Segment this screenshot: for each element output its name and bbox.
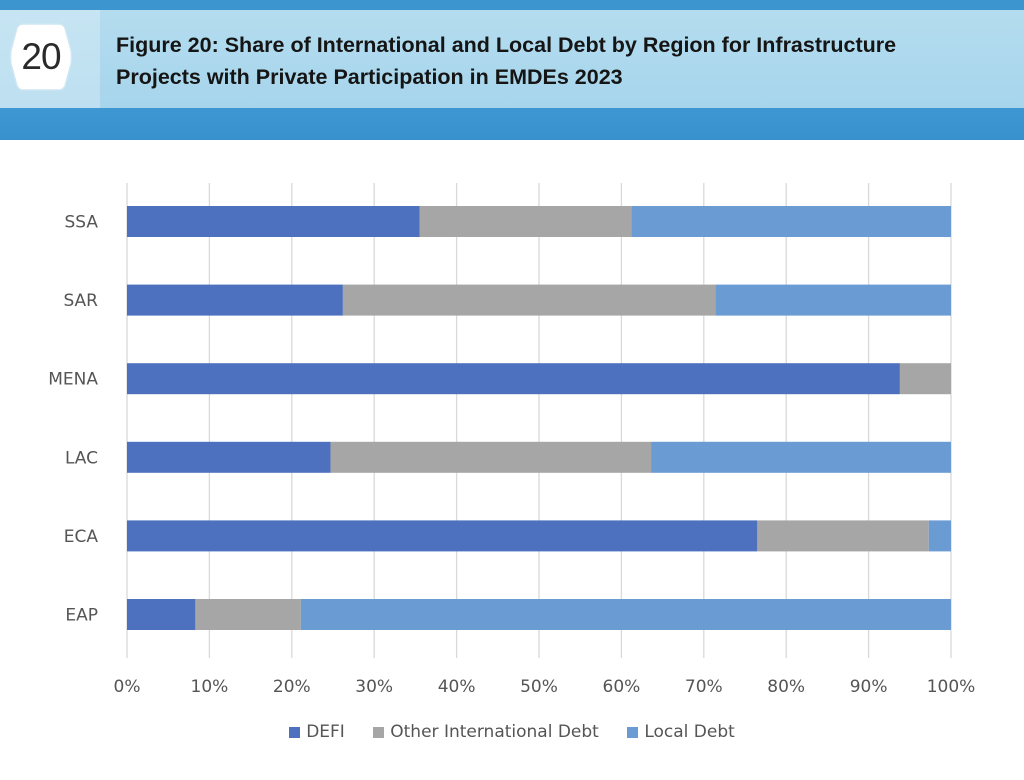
y-tick-label-eca: ECA bbox=[64, 527, 99, 547]
figure-title-line-1: Figure 20: Share of International and Lo… bbox=[116, 33, 897, 57]
y-axis-category-labels: SSA SAR MENA LAC ECA EAP bbox=[48, 213, 98, 626]
bar-eca-local-debt bbox=[928, 520, 951, 552]
x-tick-label-4: 40% bbox=[438, 677, 476, 697]
x-tick-label-10: 100% bbox=[927, 677, 976, 697]
x-tick-label-2: 20% bbox=[273, 677, 311, 697]
figure-number: 20 bbox=[21, 36, 61, 77]
legend-item-defi: DEFI bbox=[289, 722, 345, 742]
bar-eap-defi bbox=[127, 599, 196, 630]
x-axis-tick-labels: 0% 10% 20% 30% 40% 50% 60% 70% 80% 90% 100% bbox=[114, 677, 976, 697]
bar-mena-defi bbox=[127, 363, 900, 395]
figure-title: Figure 20: Share of International and Lo… bbox=[116, 29, 1006, 93]
bars bbox=[127, 206, 951, 630]
figure-title-line-2: Projects with Private Participation in E… bbox=[116, 65, 623, 89]
bar-eca-defi bbox=[127, 520, 758, 552]
bar-lac-defi bbox=[127, 441, 331, 473]
legend-swatch-other-international-debt bbox=[373, 726, 385, 738]
legend-item-other-international-debt: Other International Debt bbox=[373, 722, 599, 742]
legend-label-other-international-debt: Other International Debt bbox=[390, 722, 599, 742]
legend-label-local-debt: Local Debt bbox=[644, 722, 735, 742]
x-tick-label-1: 10% bbox=[191, 677, 229, 697]
bar-ssa-defi bbox=[127, 206, 420, 237]
x-tick-label-7: 70% bbox=[685, 677, 723, 697]
bar-sar-other-international-debt bbox=[342, 284, 716, 316]
bar-lac-other-international-debt bbox=[330, 441, 652, 473]
legend-swatch-local-debt bbox=[627, 726, 639, 738]
legend-swatch-defi bbox=[289, 726, 301, 738]
figure-header-band: 20 Figure 20: Share of International and… bbox=[0, 0, 1024, 140]
bar-eap-local-debt bbox=[300, 599, 951, 630]
bar-mena-other-international-debt bbox=[899, 363, 951, 395]
bar-lac-local-debt bbox=[651, 441, 951, 473]
x-tick-label-5: 50% bbox=[520, 677, 558, 697]
badge-shape bbox=[9, 23, 73, 91]
bar-ssa-other-international-debt bbox=[419, 206, 632, 237]
bar-ssa-local-debt bbox=[631, 206, 951, 237]
bar-sar-defi bbox=[127, 284, 343, 316]
chart-legend: DEFI Other International Debt Local Debt bbox=[0, 722, 1024, 746]
x-tick-label-9: 90% bbox=[850, 677, 888, 697]
x-tick-label-0: 0% bbox=[114, 677, 141, 697]
bar-eap-other-international-debt bbox=[195, 599, 301, 630]
y-tick-label-sar: SAR bbox=[63, 291, 98, 311]
x-tick-label-8: 80% bbox=[767, 677, 805, 697]
legend-label-defi: DEFI bbox=[306, 722, 345, 742]
stacked-bar-chart: SSA SAR MENA LAC ECA EAP 0% 10% 20% 30% 40% 50% 60%… bbox=[48, 183, 976, 697]
x-tick-label-6: 60% bbox=[603, 677, 641, 697]
legend-item-local-debt: Local Debt bbox=[627, 722, 735, 742]
y-tick-label-lac: LAC bbox=[65, 448, 98, 468]
y-tick-label-mena: MENA bbox=[48, 370, 98, 390]
gridlines bbox=[126, 183, 952, 658]
x-tick-label-3: 30% bbox=[355, 677, 393, 697]
bar-eca-other-international-debt bbox=[757, 520, 929, 552]
y-tick-label-ssa: SSA bbox=[64, 213, 98, 233]
figure-number-badge: 20 bbox=[9, 22, 73, 92]
y-tick-label-eap: EAP bbox=[65, 606, 98, 626]
bar-sar-local-debt bbox=[715, 284, 951, 316]
